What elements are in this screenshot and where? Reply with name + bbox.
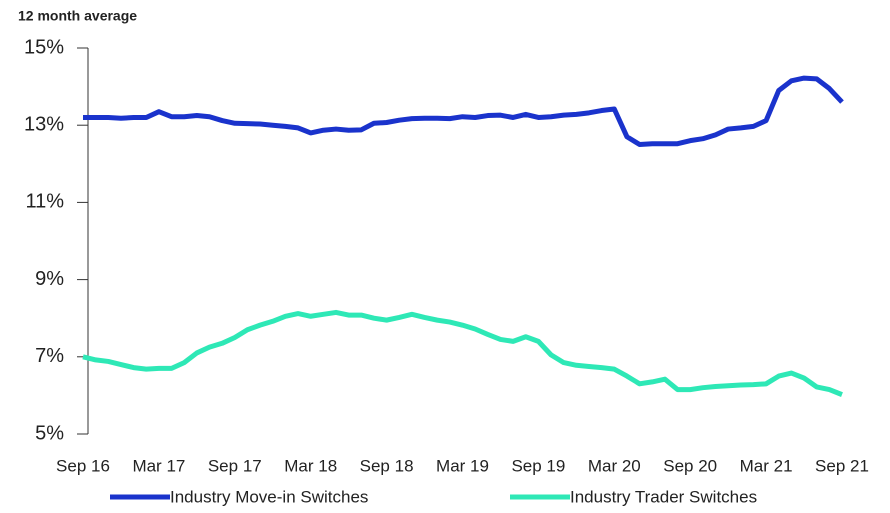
y-tick-label: 13% — [24, 113, 64, 135]
x-tick-label: Sep 20 — [663, 456, 717, 475]
x-tick-label: Mar 19 — [436, 456, 489, 475]
y-tick-label: 5% — [35, 422, 64, 444]
x-tick-label: Mar 18 — [284, 456, 337, 475]
x-tick-label: Mar 21 — [740, 456, 793, 475]
series-line — [83, 75, 844, 147]
series-line — [82, 309, 843, 397]
y-tick-label: 7% — [35, 345, 64, 367]
x-tick-label: Sep 21 — [815, 456, 869, 475]
x-tick-label: Mar 17 — [132, 456, 185, 475]
legend-label: Industry Trader Switches — [570, 487, 757, 506]
y-tick-label: 11% — [25, 191, 64, 213]
chart-subtitle: 12 month average — [18, 8, 137, 24]
y-tick-label: 15% — [24, 36, 64, 58]
x-tick-label: Mar 20 — [588, 456, 641, 475]
x-tick-label: Sep 16 — [56, 456, 110, 475]
y-tick-label: 9% — [35, 268, 64, 290]
x-tick-label: Sep 18 — [360, 456, 414, 475]
x-tick-label: Sep 19 — [511, 456, 565, 475]
x-tick-label: Sep 17 — [208, 456, 262, 475]
legend-label: Industry Move-in Switches — [170, 487, 368, 506]
